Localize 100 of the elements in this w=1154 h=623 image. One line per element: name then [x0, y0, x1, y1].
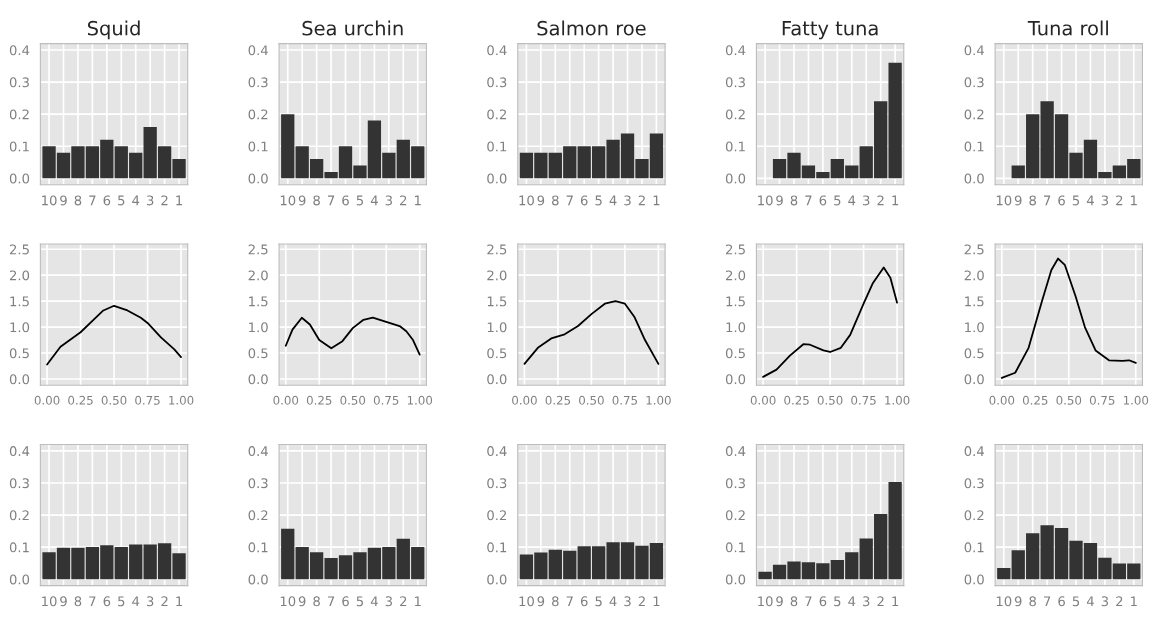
x-tick-label: 3: [1101, 596, 1109, 607]
y-tick-label: 1.0: [249, 322, 268, 333]
y-tick-label: 0.1: [487, 542, 507, 553]
y-tick-label: 2.0: [9, 270, 30, 281]
x-tick-label: 4: [848, 596, 856, 607]
y-tick-label: 0.2: [9, 510, 29, 521]
x-tick-label: 2: [1116, 596, 1123, 607]
y-tick-label: 0.0: [964, 574, 984, 585]
y-tick-label: 0.3: [964, 478, 984, 489]
x-tick-label: 10: [758, 596, 773, 607]
x-tick-label: 8: [552, 596, 559, 607]
chart-title: Squid: [87, 20, 140, 40]
x-tick-label: 4: [132, 195, 140, 206]
chart-title: Sea urchin: [302, 20, 403, 36]
x-tick-label: 6: [1058, 596, 1065, 607]
y-tick-label: 1.0: [726, 322, 746, 333]
y-tick-label: 0.0: [487, 574, 507, 585]
x-tick-label: 9: [298, 596, 306, 607]
y-tick-label: 1.5: [249, 296, 268, 307]
x-tick-label: 7: [1044, 195, 1051, 206]
x-tick-label: 0.50: [817, 395, 843, 405]
y-tick-label: 0.4: [248, 45, 268, 56]
y-tick-label: 0.4: [725, 45, 746, 56]
y-tick-label: 0.2: [725, 510, 745, 521]
x-tick-label: 7: [327, 195, 335, 206]
y-tick-label: 0.2: [248, 109, 268, 120]
y-tick-label: 0.3: [725, 478, 745, 489]
x-tick-label: 0.50: [579, 395, 604, 405]
y-tick-label: 0.2: [487, 510, 507, 521]
y-tick-label: 2.0: [487, 270, 507, 281]
y-tick-label: 0.4: [964, 45, 984, 56]
x-tick-label: 10: [42, 596, 57, 607]
x-tick-label: 9: [60, 195, 67, 206]
line-series: [46, 304, 182, 366]
x-tick-label: 1: [414, 195, 421, 206]
x-tick-label: 4: [370, 195, 378, 206]
x-tick-label: 3: [146, 195, 154, 206]
x-tick-label: 5: [834, 195, 841, 206]
bar: [281, 114, 295, 179]
x-tick-label: 5: [356, 195, 364, 206]
line-series: [284, 316, 421, 356]
x-tick-label: 1.00: [885, 395, 910, 405]
x-tick-label: 7: [89, 596, 96, 607]
x-tick-label: 8: [74, 596, 82, 607]
x-tick-label: 0.00: [273, 395, 299, 405]
x-tick-label: 1: [653, 596, 660, 607]
y-tick-label: 0.2: [487, 109, 507, 120]
y-tick-label: 0.2: [725, 109, 745, 120]
x-tick-label: 10: [280, 195, 296, 206]
y-tick-label: 1.5: [965, 296, 984, 307]
y-tick-label: 2.0: [726, 270, 746, 281]
y-tick-label: 0.2: [9, 109, 29, 120]
x-tick-label: 10: [280, 596, 296, 607]
x-tick-label: 8: [1029, 596, 1036, 607]
x-tick-label: 3: [385, 195, 392, 206]
x-tick-label: 0.25: [1022, 395, 1048, 405]
x-tick-label: 6: [580, 596, 588, 607]
x-tick-label: 10: [758, 195, 773, 206]
y-tick-label: 2.5: [487, 244, 507, 255]
x-tick-label: 1: [176, 596, 183, 607]
x-tick-label: 0.75: [851, 395, 876, 405]
y-tick-label: 0.4: [964, 446, 984, 457]
y-tick-label: 2.5: [964, 244, 984, 255]
x-tick-label: 0.25: [68, 395, 93, 405]
y-tick-label: 0.0: [248, 374, 268, 385]
y-tick-label: 0.5: [487, 348, 507, 359]
x-tick-label: 5: [595, 195, 602, 206]
x-tick-label: 1: [892, 596, 899, 607]
y-tick-label: 0.1: [248, 141, 268, 152]
y-tick-label: 2.0: [964, 270, 984, 281]
x-tick-label: 3: [624, 596, 631, 607]
x-tick-label: 4: [1086, 195, 1094, 206]
y-tick-label: 0.5: [725, 348, 745, 359]
bar: [281, 528, 295, 580]
y-tick-label: 0.5: [9, 348, 29, 359]
y-tick-label: 0.2: [248, 510, 268, 521]
y-tick-label: 1.0: [10, 322, 30, 333]
y-tick-label: 0.1: [725, 141, 745, 152]
x-tick-label: 5: [1072, 596, 1080, 607]
x-tick-label: 4: [848, 195, 856, 206]
x-tick-label: 6: [342, 195, 349, 206]
chart-title: Tuna roll: [1027, 20, 1108, 36]
y-tick-label: 1.0: [487, 322, 507, 333]
y-tick-label: 0.0: [964, 173, 984, 184]
x-tick-label: 10: [519, 195, 534, 206]
x-tick-label: 10: [996, 195, 1012, 206]
x-tick-label: 6: [819, 195, 827, 206]
y-tick-label: 0.4: [487, 446, 507, 457]
x-tick-label: 0.00: [512, 395, 537, 405]
x-tick-label: 7: [1044, 596, 1051, 607]
x-tick-label: 7: [89, 195, 96, 206]
line-series: [523, 300, 660, 365]
y-tick-label: 0.4: [725, 446, 746, 457]
y-tick-label: 1.5: [487, 296, 507, 307]
x-tick-label: 0.75: [373, 395, 399, 405]
x-tick-label: 9: [298, 195, 306, 206]
bar: [997, 567, 1011, 580]
chart-title: Fatty tuna: [782, 21, 878, 40]
x-tick-label: 7: [566, 195, 573, 206]
x-tick-label: 8: [74, 195, 82, 206]
